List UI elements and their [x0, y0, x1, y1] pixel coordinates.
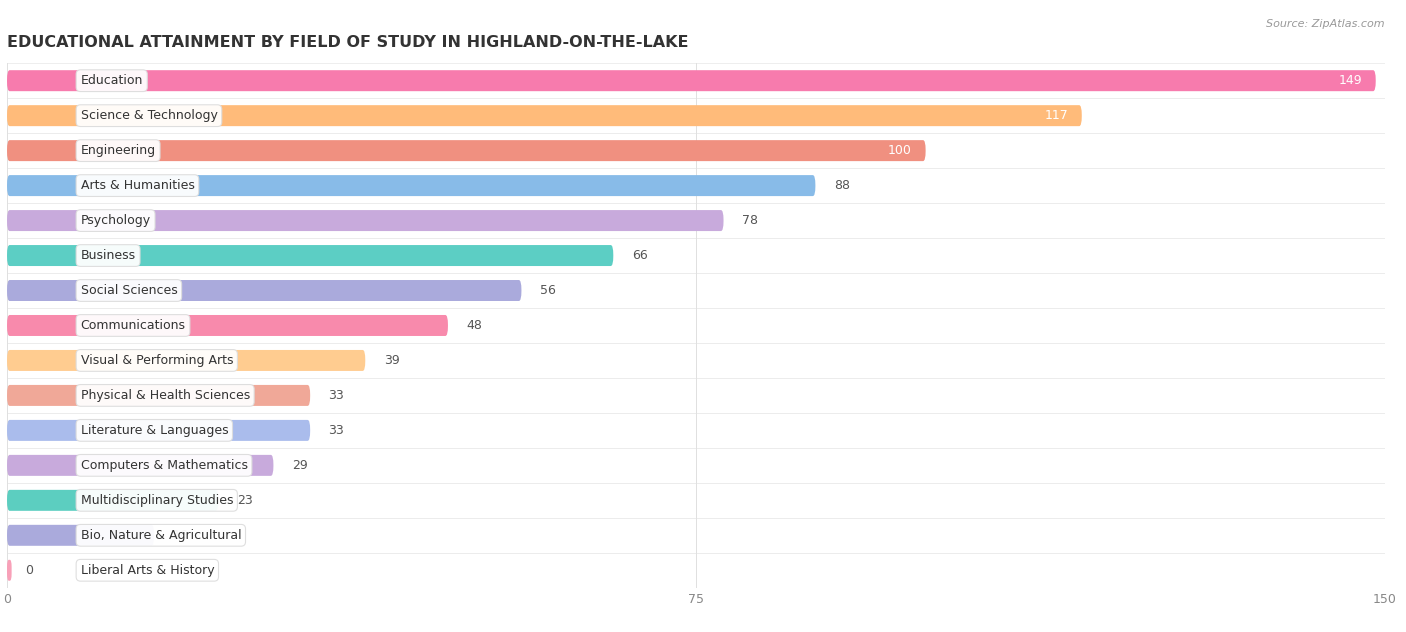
FancyBboxPatch shape: [7, 238, 1385, 273]
FancyBboxPatch shape: [7, 350, 366, 371]
FancyBboxPatch shape: [7, 280, 522, 301]
FancyBboxPatch shape: [7, 70, 1375, 91]
Text: Arts & Humanities: Arts & Humanities: [80, 179, 194, 192]
FancyBboxPatch shape: [7, 315, 449, 336]
FancyBboxPatch shape: [7, 105, 1081, 126]
Text: 16: 16: [173, 529, 188, 542]
Text: 48: 48: [467, 319, 482, 332]
Text: Science & Technology: Science & Technology: [80, 109, 218, 122]
FancyBboxPatch shape: [7, 245, 613, 266]
Text: Bio, Nature & Agricultural: Bio, Nature & Agricultural: [80, 529, 242, 542]
FancyBboxPatch shape: [7, 385, 311, 406]
FancyBboxPatch shape: [7, 525, 155, 546]
Text: Psychology: Psychology: [80, 214, 150, 227]
FancyBboxPatch shape: [7, 203, 1385, 238]
FancyBboxPatch shape: [7, 98, 1385, 133]
Text: 0: 0: [25, 564, 34, 577]
FancyBboxPatch shape: [7, 420, 311, 441]
FancyBboxPatch shape: [7, 448, 1385, 483]
Text: 78: 78: [742, 214, 758, 227]
FancyBboxPatch shape: [7, 518, 1385, 553]
FancyBboxPatch shape: [7, 343, 1385, 378]
Text: Business: Business: [80, 249, 135, 262]
Text: 56: 56: [540, 284, 555, 297]
Text: EDUCATIONAL ATTAINMENT BY FIELD OF STUDY IN HIGHLAND-ON-THE-LAKE: EDUCATIONAL ATTAINMENT BY FIELD OF STUDY…: [7, 35, 689, 49]
Text: 149: 149: [1339, 74, 1362, 87]
Text: 100: 100: [889, 144, 912, 157]
Text: 66: 66: [631, 249, 647, 262]
FancyBboxPatch shape: [7, 140, 925, 161]
Text: 88: 88: [834, 179, 849, 192]
FancyBboxPatch shape: [7, 490, 218, 511]
Text: Computers & Mathematics: Computers & Mathematics: [80, 459, 247, 472]
FancyBboxPatch shape: [7, 560, 11, 581]
FancyBboxPatch shape: [7, 133, 1385, 168]
FancyBboxPatch shape: [7, 413, 1385, 448]
FancyBboxPatch shape: [7, 63, 1385, 98]
Text: 33: 33: [329, 389, 344, 402]
FancyBboxPatch shape: [7, 168, 1385, 203]
Text: Education: Education: [80, 74, 143, 87]
Text: Engineering: Engineering: [80, 144, 156, 157]
Text: Visual & Performing Arts: Visual & Performing Arts: [80, 354, 233, 367]
Text: Physical & Health Sciences: Physical & Health Sciences: [80, 389, 250, 402]
Text: 29: 29: [292, 459, 308, 472]
Text: Multidisciplinary Studies: Multidisciplinary Studies: [80, 494, 233, 507]
FancyBboxPatch shape: [7, 553, 1385, 588]
FancyBboxPatch shape: [7, 210, 724, 231]
Text: 39: 39: [384, 354, 399, 367]
FancyBboxPatch shape: [7, 308, 1385, 343]
Text: Communications: Communications: [80, 319, 186, 332]
FancyBboxPatch shape: [7, 455, 273, 476]
FancyBboxPatch shape: [7, 483, 1385, 518]
FancyBboxPatch shape: [7, 175, 815, 196]
Text: Source: ZipAtlas.com: Source: ZipAtlas.com: [1267, 19, 1385, 29]
Text: Literature & Languages: Literature & Languages: [80, 424, 228, 437]
Text: 23: 23: [236, 494, 253, 507]
Text: 117: 117: [1045, 109, 1069, 122]
Text: 33: 33: [329, 424, 344, 437]
FancyBboxPatch shape: [7, 273, 1385, 308]
FancyBboxPatch shape: [7, 378, 1385, 413]
Text: Social Sciences: Social Sciences: [80, 284, 177, 297]
Text: Liberal Arts & History: Liberal Arts & History: [80, 564, 214, 577]
